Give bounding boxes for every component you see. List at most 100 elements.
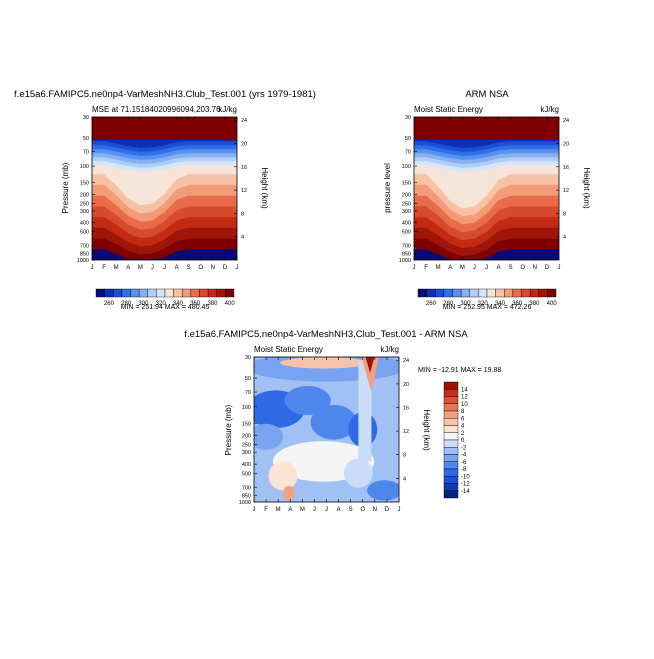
colorbar-swatch xyxy=(469,288,479,298)
colorbar-label: 340 xyxy=(173,301,184,307)
colorbar-swatch xyxy=(104,288,114,298)
month-tick-label: J xyxy=(398,507,401,513)
colorbar-label: 6 xyxy=(461,416,465,422)
colorbar-label: -6 xyxy=(461,460,467,466)
colorbar-swatch xyxy=(443,410,459,419)
diff-plume-outer xyxy=(361,357,379,392)
pressure-tick-label: 300 xyxy=(80,209,89,215)
diff-field xyxy=(254,357,399,502)
mse-fill-top xyxy=(92,117,237,140)
diff-title: f.e15a6.FAMIPC5.ne0np4-VarMeshNH3.Club_T… xyxy=(184,329,468,340)
model-ylabel-right: Height (km) xyxy=(260,167,269,209)
pressure-tick-label: 200 xyxy=(242,433,251,439)
month-tick-label: J xyxy=(91,265,94,271)
diff-contour-blob xyxy=(367,480,399,501)
model-field xyxy=(92,117,237,260)
colorbar-swatch xyxy=(216,288,226,298)
month-tick-label: J xyxy=(558,265,561,271)
pressure-tick-label: 700 xyxy=(80,243,89,249)
colorbar-label: 10 xyxy=(461,402,468,408)
month-tick-label: O xyxy=(520,265,525,271)
colorbar-swatch xyxy=(443,476,459,484)
diff-panel: f.e15a6.FAMIPC5.ne0np4-VarMeshNH3.Club_T… xyxy=(184,329,501,513)
pressure-tick-label: 1000 xyxy=(399,258,411,264)
pressure-tick-label: 500 xyxy=(402,230,411,236)
obs-right-title: kJ/kg xyxy=(540,105,559,114)
colorbar-swatch xyxy=(130,288,140,298)
colorbar-swatch xyxy=(504,288,514,298)
pressure-tick-label: 70 xyxy=(83,150,89,156)
colorbar-swatch xyxy=(443,461,459,470)
height-tick-label: 12 xyxy=(403,429,409,435)
pressure-tick-label: 700 xyxy=(242,485,251,491)
month-tick-label: J xyxy=(473,265,476,271)
colorbar-swatch xyxy=(547,288,557,298)
pressure-tick-label: 400 xyxy=(402,221,411,227)
colorbar-swatch xyxy=(443,483,459,491)
colorbar-swatch xyxy=(435,288,445,298)
colorbar-swatch xyxy=(443,288,453,298)
colorbar-swatch xyxy=(443,490,459,499)
obs-axes: J F M A M J J A S O N D J 30 50 70 100 150 200 250 300 400 500… xyxy=(399,115,569,271)
colorbar-swatch xyxy=(121,288,131,298)
month-tick-label: A xyxy=(337,507,341,513)
colorbar-swatch xyxy=(225,288,235,298)
colorbar-label: 4 xyxy=(461,424,465,430)
month-tick-label: J xyxy=(325,507,328,513)
colorbar-swatch xyxy=(443,381,459,390)
colorbar-swatch xyxy=(529,288,539,298)
height-tick-label: 8 xyxy=(241,211,244,217)
month-tick-label: N xyxy=(533,265,537,271)
colorbar-swatch xyxy=(460,288,470,298)
colorbar-label: 400 xyxy=(225,301,236,307)
month-tick-label: J xyxy=(163,265,166,271)
height-tick-label: 24 xyxy=(241,118,247,124)
height-tick-label: 12 xyxy=(241,188,247,194)
height-tick-label: 24 xyxy=(403,358,409,364)
month-tick-label: D xyxy=(223,265,228,271)
pressure-tick-label: 250 xyxy=(242,443,251,449)
month-tick-label: J xyxy=(413,265,416,271)
colorbar-swatch xyxy=(452,288,462,298)
diff-plume-inner xyxy=(365,357,375,373)
diff-contour-blob xyxy=(284,386,331,415)
height-tick-label: 4 xyxy=(241,235,244,241)
month-tick-label: A xyxy=(126,265,130,271)
colorbar-swatch xyxy=(443,439,459,448)
month-tick-label: F xyxy=(264,507,268,513)
diff-contour-blob xyxy=(310,404,357,440)
month-tick-label: O xyxy=(198,265,203,271)
model-right-title: kJ/kg xyxy=(218,105,237,114)
colorbar-swatch xyxy=(207,288,217,298)
pressure-tick-label: 30 xyxy=(405,115,411,121)
month-tick-label: J xyxy=(485,265,488,271)
pressure-tick-label: 50 xyxy=(405,136,411,142)
colorbar-swatch xyxy=(113,288,123,298)
model-colorbar: 260 280 300 320 340 360 380 400 xyxy=(95,288,236,307)
colorbar-label: 320 xyxy=(156,301,167,307)
colorbar-swatch xyxy=(443,447,459,455)
model-title: f.e15a6.FAMIPC5.ne0np4-VarMeshNH3.Club_T… xyxy=(14,89,316,100)
colorbar-label: 0 xyxy=(461,438,465,444)
pressure-tick-label: 850 xyxy=(402,251,411,257)
colorbar-label: 360 xyxy=(190,301,201,307)
pressure-tick-label: 70 xyxy=(405,150,411,156)
colorbar-swatch xyxy=(417,288,427,298)
pressure-tick-label: 500 xyxy=(80,230,89,236)
colorbar-label: 12 xyxy=(461,395,468,401)
height-tick-label: 24 xyxy=(563,118,569,124)
colorbar-swatch xyxy=(521,288,531,298)
colorbar-swatch xyxy=(138,288,148,298)
colorbar-swatch xyxy=(443,468,459,477)
pressure-tick-label: 30 xyxy=(245,355,251,361)
diff-column xyxy=(358,359,372,462)
pressure-tick-label: 700 xyxy=(402,243,411,249)
obs-left-title: Moist Static Energy xyxy=(414,105,483,114)
pressure-tick-label: 100 xyxy=(242,405,251,411)
pressure-tick-label: 1000 xyxy=(239,500,251,506)
obs-ylabel: pressure level xyxy=(383,163,392,213)
month-tick-label: A xyxy=(497,265,501,271)
pressure-tick-label: 150 xyxy=(80,181,89,187)
obs-ylabel-right: Height (km) xyxy=(582,167,591,209)
colorbar-label: 400 xyxy=(547,301,558,307)
